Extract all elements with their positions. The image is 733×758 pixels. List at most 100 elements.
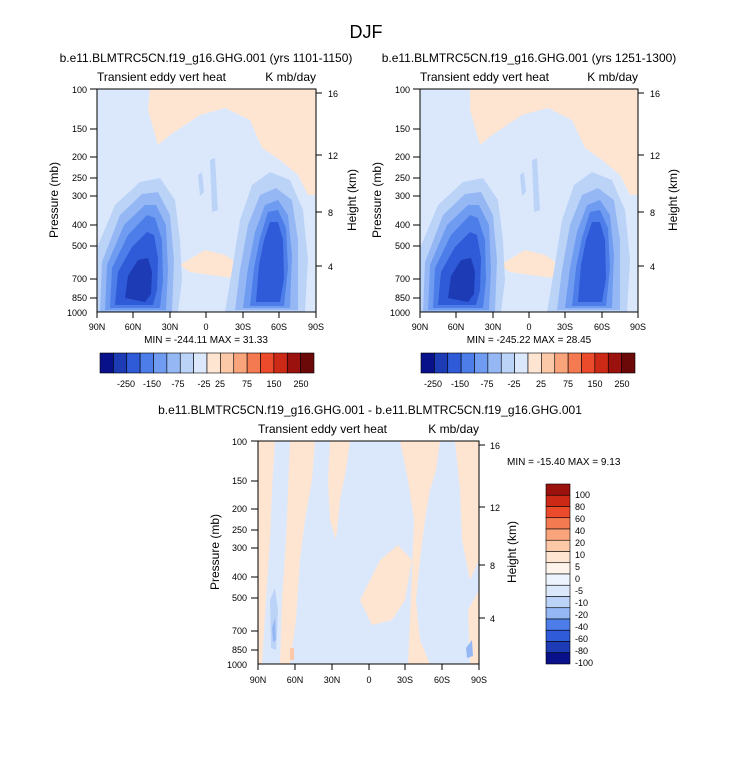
colorbar-label: -80: [575, 646, 588, 656]
colorbar-swatch: [206, 352, 221, 374]
y-tick: 850: [232, 645, 247, 655]
panel-3-x-ticks: 90N 60N 30N 0 30S 60S 90S: [250, 675, 487, 685]
colorbar-swatch: [113, 352, 128, 374]
colorbar-label: -40: [575, 622, 588, 632]
colorbar-swatches: [545, 483, 571, 665]
panel-2-left-subtitle: Transient eddy vert heat: [420, 70, 550, 84]
y-tick: 400: [395, 220, 410, 230]
y-tick: 500: [232, 593, 247, 603]
x-tick: 60N: [448, 322, 465, 332]
panel-3-field: [258, 441, 479, 664]
colorbar-swatches: [420, 352, 636, 374]
y-tick: 200: [72, 152, 87, 162]
colorbar-swatch: [545, 528, 571, 541]
panel-1-y-ticks: 100 150 200 250 300 400 500 700 850 1000: [67, 85, 87, 318]
colorbar-swatch: [545, 506, 571, 519]
colorbar-swatch: [545, 652, 571, 665]
colorbar-swatch: [153, 352, 168, 374]
colorbar-label: -150: [143, 379, 161, 389]
panel-3-y-ticks: 100 150 200 250 300 400 500 700 850 1000: [227, 437, 247, 670]
colorbar-swatch: [487, 352, 502, 374]
y-tick: 300: [72, 191, 87, 201]
x-tick: 90N: [250, 675, 267, 685]
panel-1-x-ticks: 90N 60N 30N 0 30S 60S 90S: [89, 322, 324, 332]
colorbar-swatch: [500, 352, 515, 374]
x-tick: 60N: [287, 675, 304, 685]
y-tick: 1000: [67, 308, 87, 318]
y-tick: 150: [232, 476, 247, 486]
colorbar-label: 40: [575, 526, 585, 536]
colorbar-label: -250: [424, 379, 442, 389]
y-tick: 400: [72, 220, 87, 230]
colorbar-swatch: [527, 352, 542, 374]
colorbar-swatch: [474, 352, 489, 374]
y-tick: 300: [395, 191, 410, 201]
colorbar-swatch: [545, 607, 571, 620]
colorbar-label: -60: [575, 634, 588, 644]
panel-1-ylabel-right: Height (km): [345, 169, 359, 231]
panel-1-left-subtitle: Transient eddy vert heat: [97, 70, 227, 84]
panel-1-colorbar: -250 -150 -75 -25 25 75 150 250: [99, 352, 315, 389]
colorbar-swatch: [300, 352, 315, 374]
colorbar-swatch: [545, 573, 571, 586]
colorbar-label: -250: [117, 379, 135, 389]
y-tick: 500: [72, 241, 87, 251]
y-tick: 100: [395, 85, 410, 95]
colorbar-swatch: [581, 352, 596, 374]
y-tick: 200: [395, 152, 410, 162]
panel-2-x-ticks: 90N 60N 30N 0 30S 60S 90S: [412, 322, 646, 332]
colorbar-label: 75: [563, 379, 573, 389]
height-tick: 4: [328, 262, 333, 272]
x-tick: 30N: [485, 322, 502, 332]
height-tick: 12: [328, 151, 338, 161]
colorbar-swatch: [621, 352, 636, 374]
colorbar-label: 10: [575, 550, 585, 560]
height-tick: 8: [328, 208, 333, 218]
panel-3-ylabel: Pressure (mb): [208, 514, 222, 590]
colorbar-label: -150: [451, 379, 469, 389]
colorbar-label: 25: [215, 379, 225, 389]
panel-3-y-right-ticks: 16 12 8 4: [490, 441, 500, 624]
x-tick: 90S: [308, 322, 324, 332]
colorbar-swatch: [166, 352, 181, 374]
x-tick: 60S: [594, 322, 610, 332]
panel-1-stats: MIN = -244.11 MAX = 31.33: [144, 335, 268, 346]
colorbar-label: 250: [293, 379, 308, 389]
colorbar-swatch: [246, 352, 261, 374]
colorbar-label: -25: [507, 379, 520, 389]
y-tick: 850: [395, 293, 410, 303]
colorbar-label: 60: [575, 514, 585, 524]
y-tick: 300: [232, 543, 247, 553]
colorbar-label: 25: [536, 379, 546, 389]
colorbar-swatch: [545, 596, 571, 609]
colorbar-swatch: [594, 352, 609, 374]
panel-1-title: b.e11.BLMTRC5CN.f19_g16.GHG.001 (yrs 110…: [60, 51, 353, 65]
y-tick: 250: [395, 173, 410, 183]
x-tick: 0: [526, 322, 531, 332]
y-tick: 100: [232, 437, 247, 447]
panel-3-right-subtitle: K mb/day: [428, 422, 479, 436]
panel-3-left-subtitle: Transient eddy vert heat: [258, 422, 388, 436]
height-tick: 8: [650, 208, 655, 218]
x-tick: 90N: [89, 322, 106, 332]
colorbar-swatch: [447, 352, 462, 374]
colorbar-swatch: [545, 562, 571, 575]
height-tick: 16: [328, 89, 338, 99]
panel-3-title: b.e11.BLMTRC5CN.f19_g16.GHG.001 - b.e11.…: [158, 403, 582, 417]
colorbar-swatch: [545, 517, 571, 530]
colorbar-swatch: [545, 618, 571, 631]
colorbar-label: 150: [266, 379, 281, 389]
colorbar-label: -100: [575, 658, 593, 668]
colorbar-label: 75: [242, 379, 252, 389]
panel-2-colorbar: -250 -150 -75 -25 25 75 150 250: [420, 352, 636, 389]
colorbar-swatch: [554, 352, 569, 374]
colorbar-swatch: [545, 494, 571, 507]
colorbar-label: 100: [575, 490, 590, 500]
panel-1: b.e11.BLMTRC5CN.f19_g16.GHG.001 (yrs 110…: [47, 51, 359, 389]
y-tick: 1000: [227, 660, 247, 670]
y-tick: 500: [395, 241, 410, 251]
panel-2-y-right-ticks: 16 12 8 4: [650, 89, 660, 272]
colorbar-swatch: [139, 352, 154, 374]
height-tick: 12: [650, 151, 660, 161]
x-tick: 30N: [324, 675, 341, 685]
